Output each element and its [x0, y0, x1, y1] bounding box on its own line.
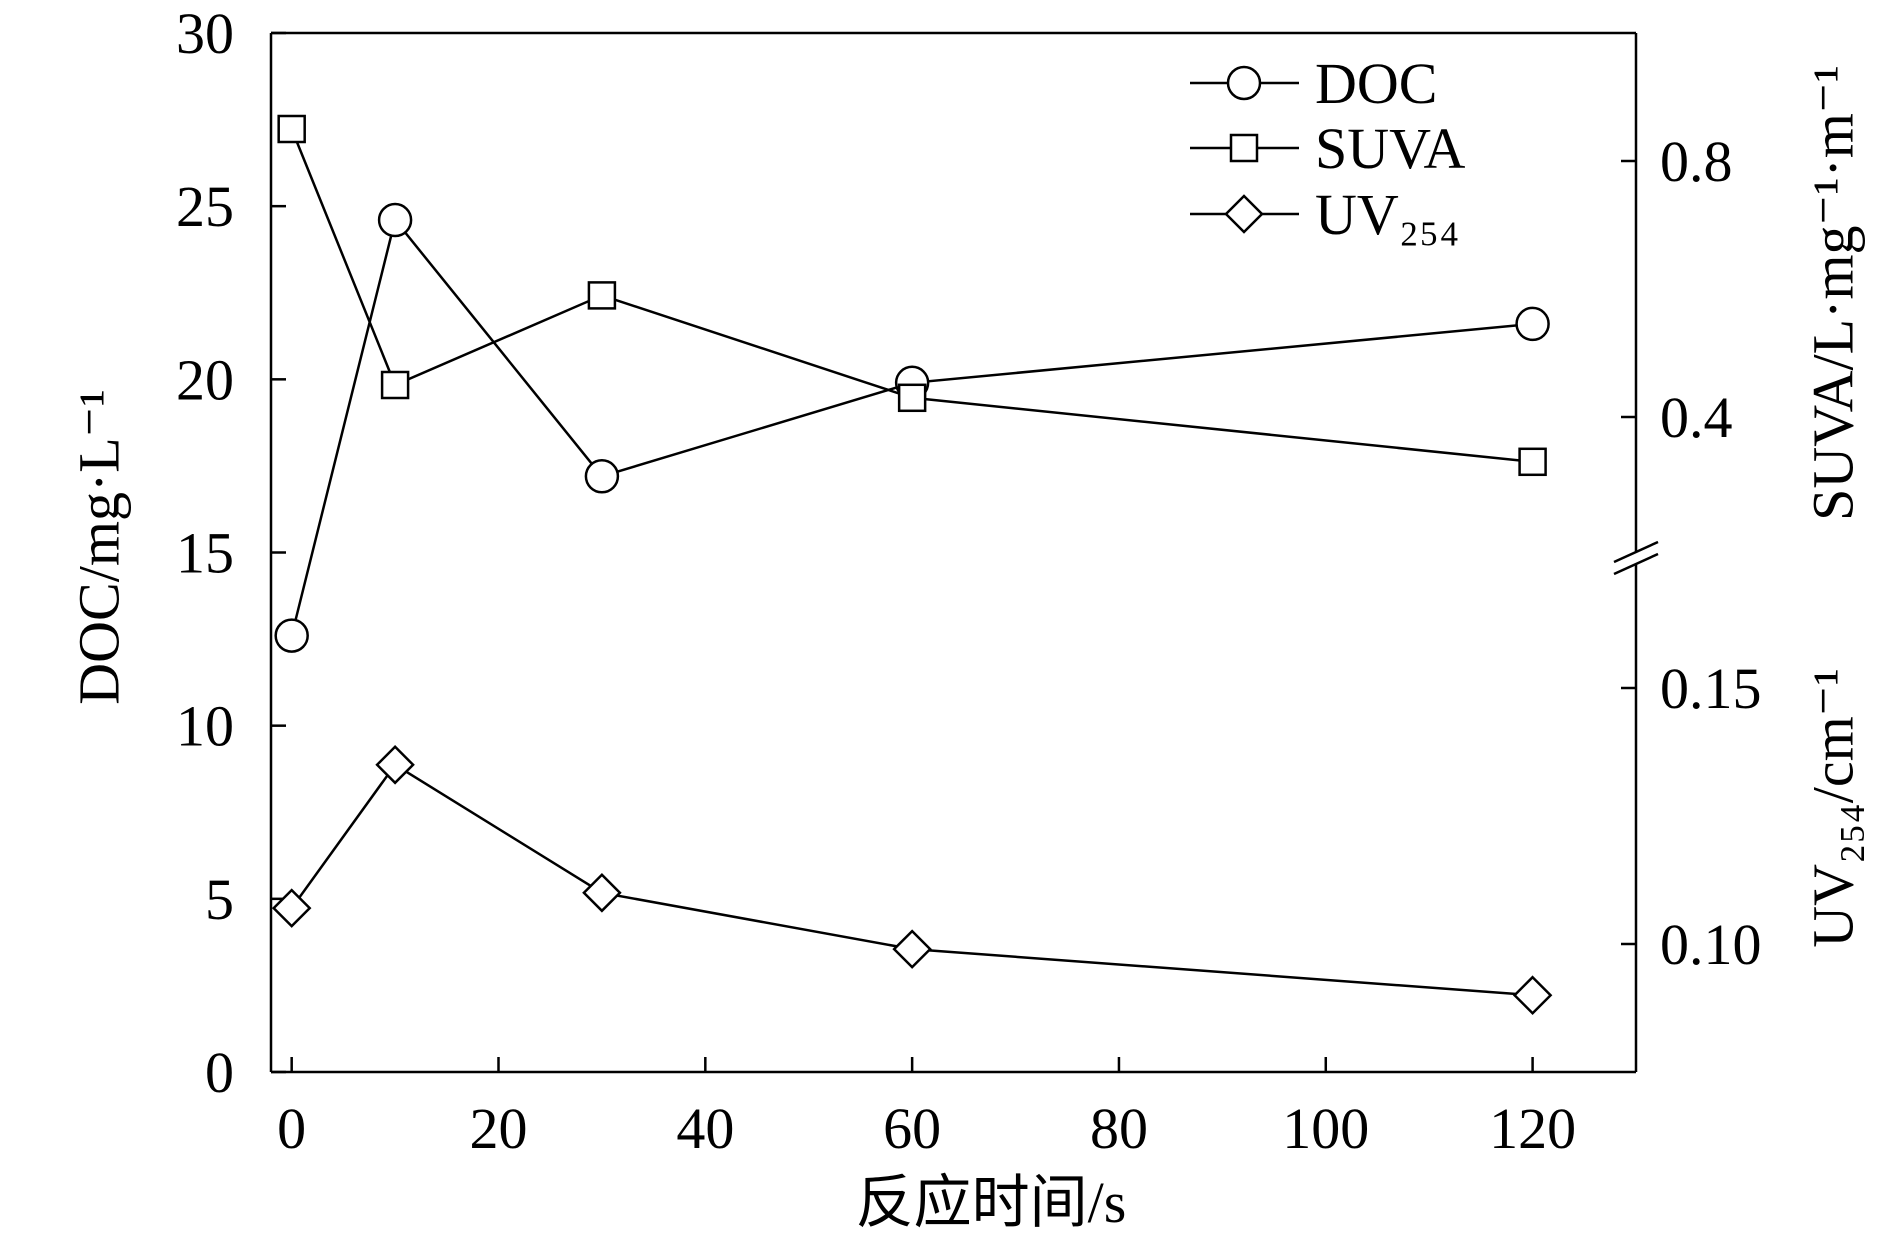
- y-tick-label-right-lower: 0.15: [1660, 656, 1762, 721]
- suva-point: [897, 383, 927, 413]
- axis-break-mark: [1613, 552, 1659, 576]
- x-tick-label: 20: [470, 1096, 528, 1161]
- y-tick-label-right-upper: 0.4: [1660, 385, 1733, 450]
- legend-label: SUVA: [1315, 116, 1466, 181]
- legend-item-uv254: UV₂₅₄: [1190, 182, 1459, 247]
- suva-point: [587, 281, 617, 310]
- uv254-point: [892, 929, 932, 969]
- legend-label: UV₂₅₄: [1315, 182, 1459, 247]
- y-tick-label-left: 10: [176, 694, 234, 759]
- axis-ticks: 0 20 40 60 80 100 120 0 5 10 15 20 25 30 0.8 0.4 0.15 0.1…: [176, 1, 1762, 1161]
- data-series: [271, 114, 1553, 1015]
- y-tick-label-right-upper: 0.8: [1660, 129, 1733, 194]
- uv254-point: [582, 873, 622, 913]
- doc-point: [274, 618, 309, 653]
- x-tick-label: 120: [1489, 1096, 1576, 1161]
- y-tick-label-right-lower: 0.10: [1660, 912, 1762, 977]
- y-axis-label-right-upper: SUVA/L·mg⁻¹·m⁻¹: [1800, 65, 1865, 521]
- x-tick-label: 40: [676, 1096, 734, 1161]
- diamond-marker-icon: [1224, 194, 1264, 234]
- legend-item-suva: SUVA: [1190, 116, 1466, 181]
- uv254-point: [375, 745, 415, 785]
- doc-point: [584, 459, 620, 494]
- x-tick-label: 0: [277, 1096, 306, 1161]
- x-tick-label: 80: [1090, 1096, 1148, 1161]
- x-axis-label: 反应时间/s: [856, 1170, 1127, 1235]
- y-tick-label-left: 5: [205, 867, 234, 932]
- suva-point: [380, 370, 410, 400]
- uv254-point: [271, 888, 312, 928]
- axis-break-mark: [1613, 540, 1659, 564]
- y-tick-label-left: 15: [176, 521, 234, 586]
- x-tick-label: 60: [883, 1096, 941, 1161]
- y-tick-label-left: 0: [205, 1040, 234, 1105]
- uv254-point: [1512, 975, 1553, 1015]
- y-tick-label-left: 25: [176, 174, 234, 239]
- doc-point: [377, 202, 413, 238]
- suva-point: [277, 114, 306, 144]
- doc-point: [1515, 306, 1550, 342]
- x-tick-label: 100: [1282, 1096, 1369, 1161]
- circle-marker-icon: [1226, 65, 1262, 101]
- suva-point: [1518, 447, 1547, 477]
- y-axis-label-left: DOC/mg·L⁻¹: [66, 389, 131, 704]
- legend-item-doc: DOC: [1190, 51, 1437, 116]
- square-marker-icon: [1229, 133, 1259, 163]
- y-tick-label-left: 30: [176, 1, 234, 66]
- doc-line: [290, 217, 1533, 636]
- y-axis-label-right-lower: UV₂₅₄/cm⁻¹: [1800, 668, 1865, 947]
- legend: DOC SUVA UV₂₅₄: [1190, 51, 1466, 247]
- legend-label: DOC: [1315, 51, 1437, 116]
- y-tick-label-left: 20: [176, 347, 234, 412]
